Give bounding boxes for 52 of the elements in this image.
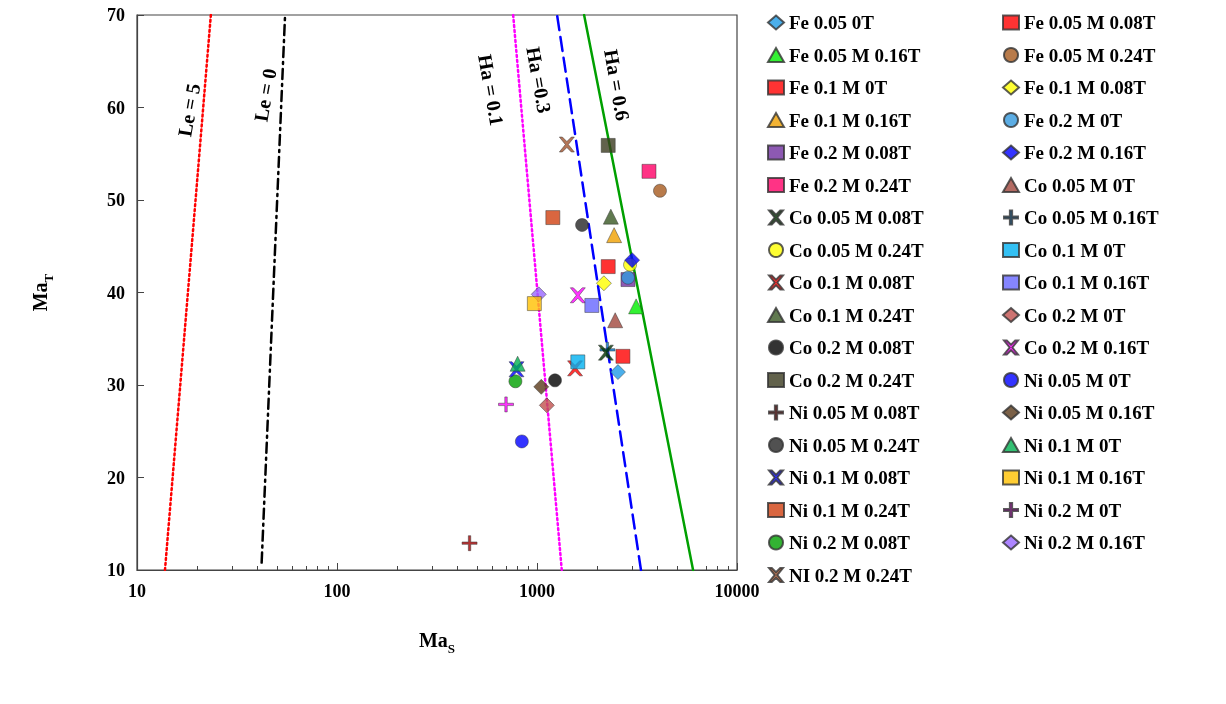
legend-label: Ni 0.05 M 0.08T: [789, 402, 920, 423]
legend-label: Co 0.1 M 0.16T: [1024, 272, 1150, 293]
legend-label: Ni 0.1 M 0.24T: [789, 499, 911, 521]
legend-label: Fe 0.1 M 0.16T: [789, 109, 912, 131]
y-tick-label: 70: [107, 5, 125, 25]
text: Le = 0: [249, 66, 281, 124]
y-axis-title: MaT: [29, 273, 56, 312]
legend-label: Ni 0.2 M 0T: [1024, 499, 1122, 521]
legend-label: Co 0.2 M 0.16T: [1024, 337, 1150, 358]
x-tick-label: 10: [128, 581, 146, 601]
legend-label: Fe 0.2 M 0.24T: [789, 174, 912, 196]
legend-label: Co 0.2 M 0.08T: [789, 337, 915, 358]
x-tick-label: 100: [323, 581, 351, 601]
legend-label: Ni 0.1 M 0T: [1024, 434, 1122, 456]
legend-label: Ni 0.1 M 0.16T: [1024, 467, 1146, 488]
legend-label: Ni 0.05 M 0.24T: [789, 434, 920, 456]
x-tick-label: 10000: [714, 581, 760, 601]
legend-label: Co 0.1 M 0.08T: [789, 272, 915, 293]
legend-label: Fe 0.2 M 0T: [1024, 109, 1123, 131]
text: Le = 5: [173, 81, 205, 139]
legend-label: Fe 0.05 0T: [789, 12, 875, 33]
legend-label: Co 0.1 M 0.24T: [789, 304, 915, 326]
legend-label: Co 0.2 M 0T: [1024, 304, 1126, 326]
legend-label: NI 0.2 M 0.24T: [789, 564, 913, 586]
legend-label: Fe 0.1 M 0.08T: [1024, 77, 1147, 98]
legend-label: Co 0.05 M 0T: [1024, 174, 1136, 196]
legend-label: Fe 0.05 M 0.16T: [789, 44, 921, 66]
legend-label: Fe 0.2 M 0.16T: [1024, 142, 1147, 163]
y-tick-label: 40: [107, 282, 125, 303]
y-tick-label: 50: [107, 190, 125, 210]
y-tick-label: 60: [107, 97, 125, 118]
legend-label: Fe 0.2 M 0.08T: [789, 142, 912, 163]
legend-label: Ni 0.2 M 0.08T: [789, 532, 911, 553]
legend-label: Ni 0.1 M 0.08T: [789, 467, 911, 488]
y-tick-label: 30: [107, 375, 125, 395]
text: Ha = 0.1: [474, 52, 509, 128]
y-tick-label: 10: [107, 560, 125, 580]
legend-label: Co 0.1 M 0T: [1024, 239, 1126, 261]
text: Ha =0.3: [522, 45, 556, 115]
text: Ha = 0.6: [600, 47, 635, 123]
legend-label: Fe 0.05 M 0.08T: [1024, 12, 1156, 33]
legend-label: Fe 0.1 M 0T: [789, 77, 888, 98]
legend-label: Ni 0.05 M 0.16T: [1024, 402, 1155, 423]
legend-label: Ni 0.2 M 0.16T: [1024, 532, 1146, 553]
legend-label: Ni 0.05 M 0T: [1024, 369, 1131, 391]
legend-label: Fe 0.05 M 0.24T: [1024, 44, 1156, 66]
legend-label: Co 0.2 M 0.24T: [789, 369, 915, 391]
x-tick-label: 1000: [519, 581, 555, 601]
legend-label: Co 0.05 M 0.16T: [1024, 207, 1159, 228]
y-tick-label: 20: [107, 467, 125, 488]
legend-label: Co 0.05 M 0.08T: [789, 207, 924, 228]
legend-label: Co 0.05 M 0.24T: [789, 239, 924, 261]
